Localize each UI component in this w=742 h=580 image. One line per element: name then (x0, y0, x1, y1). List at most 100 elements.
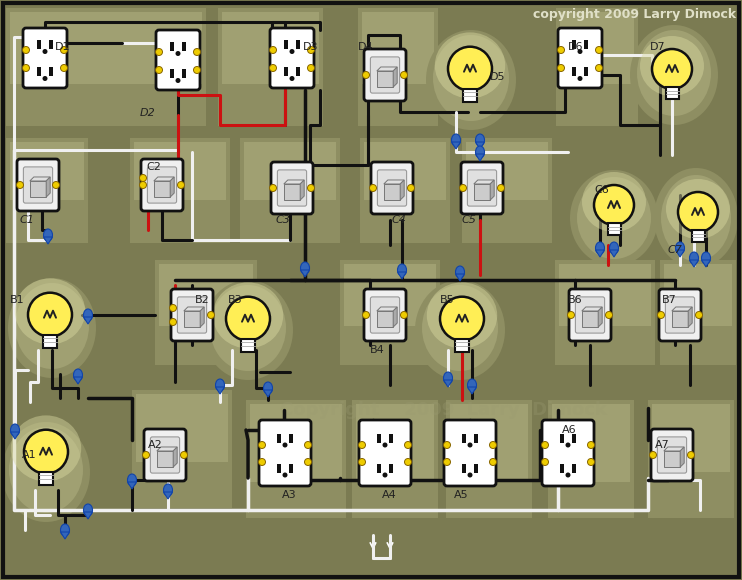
Text: B7: B7 (662, 295, 677, 305)
Ellipse shape (582, 172, 646, 232)
Bar (6, 138, 88, 243)
Ellipse shape (422, 285, 498, 371)
FancyBboxPatch shape (542, 420, 594, 486)
Bar (364, 142, 446, 200)
Ellipse shape (426, 30, 516, 130)
Text: B5: B5 (440, 295, 455, 305)
Circle shape (176, 78, 180, 83)
Circle shape (169, 318, 177, 325)
Bar (572, 463, 576, 473)
FancyBboxPatch shape (270, 28, 314, 88)
Bar (132, 390, 232, 508)
Polygon shape (128, 482, 137, 489)
Bar (296, 67, 300, 76)
Circle shape (283, 473, 287, 477)
Bar (584, 67, 588, 76)
Circle shape (490, 459, 496, 466)
Polygon shape (154, 177, 174, 181)
Bar (672, 311, 688, 327)
Circle shape (258, 459, 266, 466)
Polygon shape (200, 307, 204, 327)
Ellipse shape (398, 264, 407, 276)
Ellipse shape (654, 168, 738, 268)
Circle shape (490, 441, 496, 448)
Bar (446, 400, 532, 518)
Circle shape (448, 47, 492, 90)
Circle shape (176, 51, 180, 56)
Ellipse shape (476, 146, 485, 158)
Bar (384, 184, 400, 200)
Bar (666, 87, 678, 99)
Text: B1: B1 (10, 295, 24, 305)
Circle shape (61, 46, 68, 53)
Ellipse shape (415, 280, 505, 380)
Circle shape (695, 311, 703, 318)
Bar (560, 463, 564, 473)
Polygon shape (10, 432, 19, 439)
Circle shape (22, 64, 30, 71)
Bar (154, 181, 170, 197)
Circle shape (467, 473, 473, 477)
FancyBboxPatch shape (156, 30, 200, 90)
Bar (390, 463, 393, 473)
Ellipse shape (637, 30, 711, 116)
Polygon shape (672, 307, 692, 311)
Text: C5: C5 (462, 215, 477, 225)
Circle shape (42, 76, 47, 81)
Bar (6, 8, 88, 126)
Ellipse shape (8, 278, 96, 378)
Ellipse shape (61, 524, 70, 536)
Circle shape (28, 293, 72, 337)
Text: D5: D5 (490, 72, 505, 82)
Bar (10, 12, 84, 72)
Circle shape (577, 49, 582, 54)
FancyBboxPatch shape (364, 289, 406, 341)
Circle shape (404, 459, 412, 466)
Circle shape (42, 49, 47, 54)
Bar (157, 451, 173, 467)
Circle shape (304, 441, 312, 448)
Bar (360, 138, 450, 243)
Text: C4: C4 (392, 215, 407, 225)
Circle shape (404, 441, 412, 448)
Polygon shape (393, 307, 397, 327)
Bar (556, 8, 638, 126)
Bar (10, 12, 202, 84)
FancyBboxPatch shape (17, 159, 59, 211)
Bar (462, 463, 466, 473)
Bar (455, 339, 469, 351)
Polygon shape (680, 447, 684, 467)
Bar (130, 138, 230, 243)
Circle shape (596, 46, 603, 53)
Bar (296, 40, 300, 49)
Ellipse shape (10, 424, 19, 436)
Polygon shape (664, 447, 684, 451)
Ellipse shape (570, 170, 658, 266)
Ellipse shape (427, 282, 497, 349)
Circle shape (467, 443, 473, 448)
FancyBboxPatch shape (148, 167, 177, 203)
Text: D6: D6 (568, 42, 583, 52)
Circle shape (605, 311, 612, 318)
Circle shape (363, 71, 370, 78)
Ellipse shape (128, 474, 137, 486)
Bar (10, 142, 84, 200)
Polygon shape (384, 180, 404, 184)
Bar (608, 223, 620, 235)
Bar (218, 8, 323, 126)
Circle shape (568, 311, 574, 318)
FancyBboxPatch shape (371, 162, 413, 214)
Polygon shape (689, 260, 698, 267)
Bar (474, 463, 478, 473)
Text: B3: B3 (228, 295, 243, 305)
Bar (284, 67, 288, 76)
Bar (159, 264, 253, 326)
Polygon shape (44, 237, 53, 244)
Bar (560, 433, 564, 443)
FancyBboxPatch shape (651, 429, 693, 481)
Bar (136, 394, 228, 462)
Circle shape (444, 459, 450, 466)
Polygon shape (609, 250, 619, 257)
Polygon shape (30, 177, 50, 181)
Polygon shape (476, 142, 485, 149)
